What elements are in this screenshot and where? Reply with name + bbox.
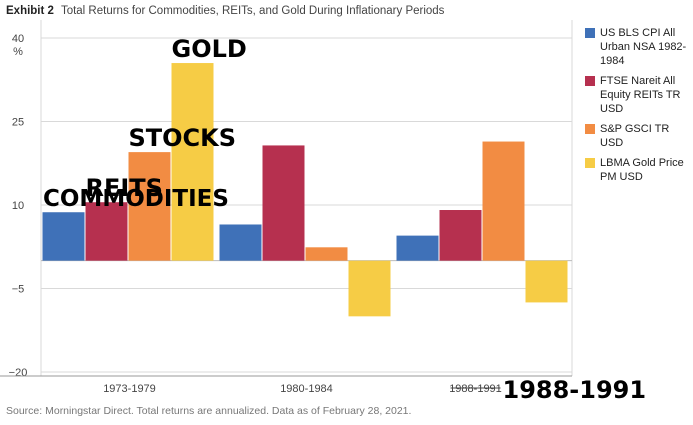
bar-cpi — [396, 235, 439, 261]
bar-reits — [85, 202, 128, 261]
annotation-reits: REITS — [86, 174, 163, 202]
x-tick-label: 1980-1984 — [280, 383, 333, 395]
bar-reits — [262, 145, 305, 261]
chart-title: Exhibit 2 Total Returns for Commodities,… — [6, 5, 444, 17]
bar-cpi — [219, 224, 262, 261]
legend-swatch — [585, 124, 595, 134]
legend-label: US BLS CPI All Urban NSA 1982-1984 — [600, 27, 687, 67]
legend-item-gsci: S&P GSCI TR USD — [585, 122, 693, 150]
source-note: Source: Morningstar Direct. Total return… — [6, 405, 412, 417]
legend-swatch — [585, 158, 595, 168]
y-unit-label: % — [13, 46, 23, 58]
legend-label: LBMA Gold Price PM USD — [600, 157, 684, 183]
bar-gsci — [128, 152, 171, 261]
bar-reits — [439, 210, 482, 261]
annotation-commodities: COMMODITIES — [43, 186, 229, 212]
legend-item-gold: LBMA Gold Price PM USD — [585, 156, 693, 184]
y-tick-label: 10 — [12, 200, 24, 212]
bar-gold — [348, 260, 391, 317]
x-tick-label-struck: 1988-1991 — [449, 383, 502, 395]
bar-gold — [525, 260, 568, 303]
legend-swatch — [585, 76, 595, 86]
y-tick-label: −20 — [9, 367, 28, 379]
legend-item-cpi: US BLS CPI All Urban NSA 1982-1984 — [585, 26, 693, 68]
bar-gsci — [305, 247, 348, 261]
legend: US BLS CPI All Urban NSA 1982-1984 FTSE … — [585, 26, 693, 190]
legend-swatch — [585, 28, 595, 38]
x-tick-label-overlay: 1988-1991 — [503, 376, 647, 404]
legend-label: FTSE Nareit All Equity REITs TR USD — [600, 75, 681, 115]
bar-cpi — [42, 212, 85, 261]
bar-gold — [171, 63, 214, 261]
legend-item-reits: FTSE Nareit All Equity REITs TR USD — [585, 74, 693, 116]
annotation-stocks: STOCKS — [129, 124, 237, 152]
y-tick-label: −5 — [12, 284, 25, 296]
exhibit-label: Exhibit 2 — [6, 5, 54, 17]
title-text: Total Returns for Commodities, REITs, an… — [60, 5, 445, 17]
annotation-gold: GOLD — [172, 35, 247, 63]
bar-gsci — [482, 141, 525, 261]
legend-label: S&P GSCI TR USD — [600, 123, 670, 149]
x-tick-label: 1973-1979 — [103, 383, 156, 395]
y-tick-label: 25 — [12, 117, 24, 129]
y-tick-label: 40 — [12, 33, 24, 45]
